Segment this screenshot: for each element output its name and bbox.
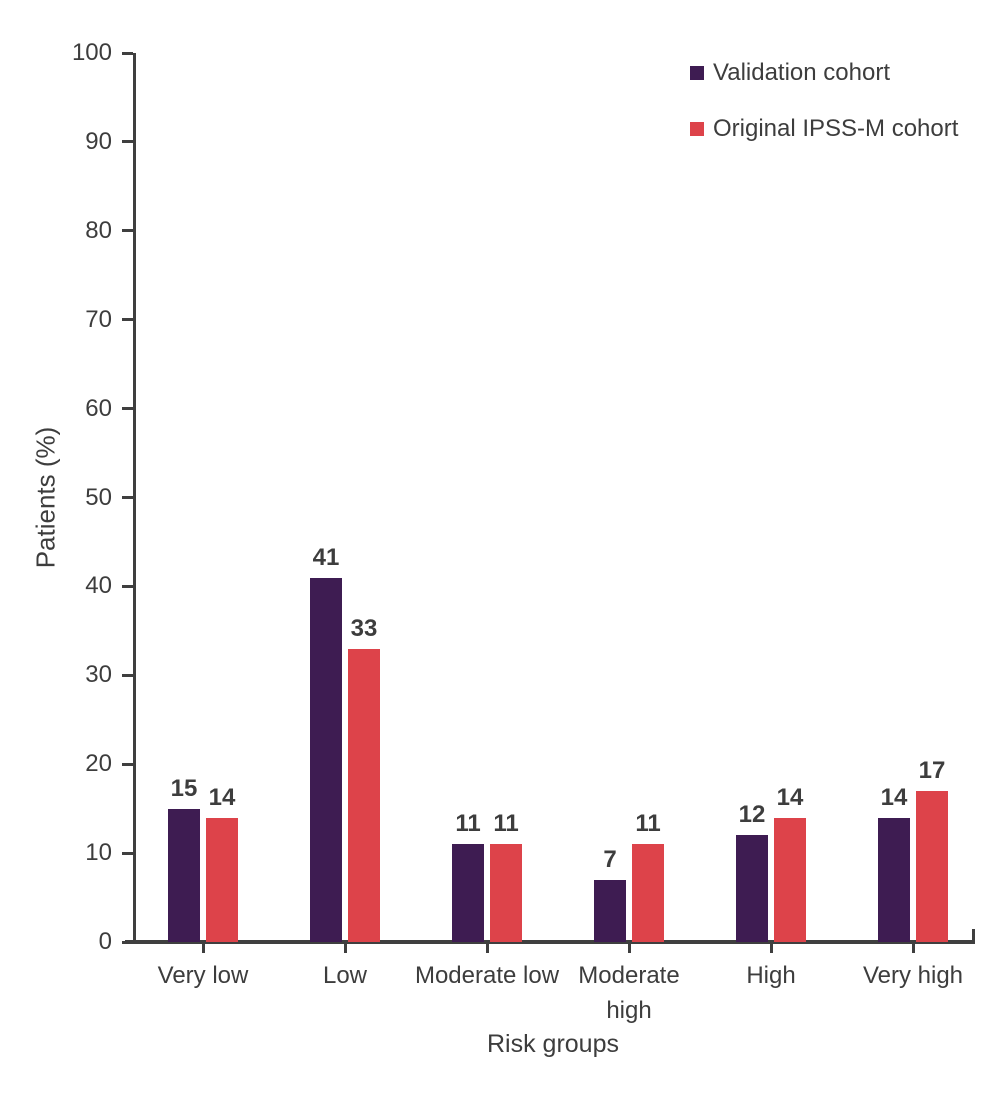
legend-item-original-ipssm-cohort: Original IPSS-M cohort [690,116,958,142]
y-axis-tick [122,762,133,766]
category-label-0: Very low [157,962,249,989]
y-axis-tick-label: 70 [85,305,112,333]
category-label-5: Very high [862,962,964,989]
bar-validation-5 [878,817,910,942]
y-axis-tick-label: 80 [85,216,112,244]
legend-item-validation-cohort: Validation cohort [690,60,958,86]
plot-area: 0 10 20 30 40 50 60 70 80 90 100 15 14 41 33 11 11 7 11 12 1… [72,39,975,955]
category-label-4: High [746,962,796,989]
y-axis-tick [122,940,133,944]
y-axis-tick [122,673,133,677]
y-axis-tick [122,407,133,411]
y-axis-tick-label: 90 [85,127,112,155]
bar-value-label: 12 [738,801,766,829]
bar-value-label: 11 [455,810,481,838]
legend-swatch-original-ipssm-cohort [690,122,704,136]
legend-label-validation-cohort: Validation cohort [713,59,890,86]
bar-validation-2 [452,844,484,942]
y-axis-tick-label: 100 [71,39,112,66]
x-axis-line [125,940,975,944]
bar-validation-1 [310,577,342,942]
bar-original-1 [348,648,380,942]
bar-value-label: 33 [350,614,378,642]
y-axis-tick [122,51,133,55]
legend-swatch-validation-cohort [690,66,704,80]
y-axis-tick [122,584,133,588]
bar-original-4 [774,817,806,942]
y-axis-tick-label: 60 [85,394,112,422]
y-axis-tick-label: 20 [85,750,112,778]
y-axis-line [133,53,136,942]
category-label-1: Low [322,962,368,989]
bar-value-label: 11 [635,810,661,838]
bar-original-5 [916,790,948,942]
category-label-2: Moderate low [414,962,560,989]
legend-label-original-ipssm-cohort: Original IPSS-M cohort [713,115,959,142]
bar-value-label: 14 [880,783,908,811]
x-axis-end-tick [972,929,975,942]
x-axis-tick [769,944,773,953]
bar-value-label: 7 [603,845,617,873]
bar-value-label: 41 [312,543,340,571]
y-axis-tick [122,318,133,322]
x-axis-tick [485,944,489,953]
y-axis-tick [122,851,133,855]
x-axis-title: Risk groups [487,1030,619,1058]
y-axis-tick [122,496,133,499]
x-axis-tick [911,944,915,953]
bar-original-0 [206,817,238,942]
bar-validation-4 [736,835,768,942]
y-axis-tick [122,229,133,233]
bar-value-label: 17 [918,756,946,784]
bar-value-label: 14 [208,783,236,811]
bar-value-label: 15 [170,774,198,802]
x-axis-tick [343,944,347,953]
y-axis-tick-label: 0 [98,928,112,955]
x-axis-tick [627,944,631,953]
y-axis-tick-label: 30 [85,661,112,689]
y-axis-tick-label: 50 [85,483,112,511]
y-axis-tick [122,140,133,144]
bar-validation-3 [594,879,626,942]
bar-original-2 [490,844,522,942]
legend: Validation cohort Original IPSS-M cohort [690,60,958,142]
bar-original-3 [632,844,664,942]
y-axis-tick-label: 10 [85,839,112,867]
category-label-3: Moderate high [578,962,680,1024]
bar-value-label: 11 [493,810,519,838]
y-axis-title: Patients (%) [31,53,61,942]
y-axis-tick-label: 40 [85,572,112,600]
x-axis-tick [201,944,205,953]
bar-value-label: 14 [776,783,804,811]
bar-validation-0 [168,808,200,942]
